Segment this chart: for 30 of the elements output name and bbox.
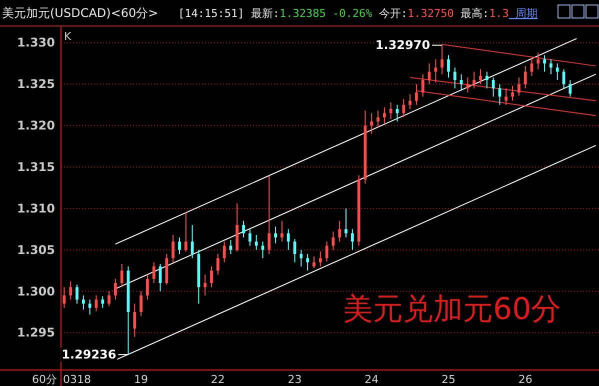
text: 最高: (454, 7, 490, 20)
x-axis-title: 60分 (32, 373, 57, 386)
y-tick-label: 1.315 (17, 160, 55, 174)
y-tick-label: 1.320 (17, 118, 55, 133)
y-tick-label: 1.305 (17, 242, 55, 257)
annotation: 美元兑加元60分 (343, 292, 562, 327)
x-tick-label: 19 (134, 373, 148, 386)
x-tick-label: 22 (210, 373, 225, 386)
x-tick-label: 25 (441, 373, 456, 386)
text: 周期 (508, 7, 538, 20)
x-tick-label: 26 (518, 373, 532, 386)
x-tick-label: 23 (288, 373, 302, 386)
y-tick-label: 1.330 (17, 36, 55, 50)
y-tick-label: 1.300 (17, 284, 55, 298)
text: 1.32750 (407, 7, 454, 20)
text: 1.3 (489, 7, 509, 20)
text: 1.32385 (279, 7, 326, 20)
x-tick-label: 0318 (63, 373, 92, 386)
text: 最新: (244, 7, 280, 20)
text: [14:15:51] (178, 7, 244, 20)
y-tick-label: 1.325 (17, 77, 55, 92)
y-tick-label: 1.295 (17, 326, 55, 340)
annotation: K (64, 30, 72, 43)
text: 今开: (372, 7, 408, 20)
annotation: 1.32970 (375, 38, 430, 52)
text: -0.26% (326, 7, 373, 20)
chart-title: 美元加元(USDCAD)<60分> (2, 6, 158, 20)
annotation: 1.29236 (62, 348, 116, 362)
y-tick-label: 1.310 (17, 201, 55, 216)
x-tick-label: 24 (364, 373, 379, 386)
